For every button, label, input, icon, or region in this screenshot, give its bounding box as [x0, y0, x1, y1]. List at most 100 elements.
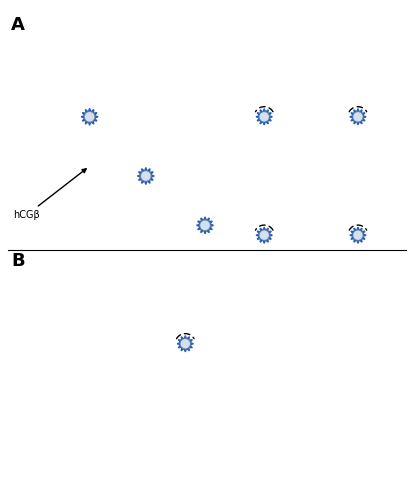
Polygon shape [93, 118, 97, 121]
Circle shape [141, 172, 150, 180]
Text: A: A [11, 16, 25, 34]
Polygon shape [209, 224, 213, 227]
Polygon shape [177, 342, 180, 345]
Circle shape [181, 340, 189, 347]
Polygon shape [141, 168, 145, 173]
Circle shape [84, 112, 95, 122]
Polygon shape [358, 120, 361, 124]
Polygon shape [138, 177, 142, 180]
Polygon shape [350, 112, 354, 116]
Polygon shape [141, 179, 145, 184]
Polygon shape [360, 112, 364, 116]
Polygon shape [264, 120, 268, 124]
Circle shape [352, 230, 362, 240]
Circle shape [259, 230, 268, 240]
Polygon shape [264, 228, 268, 232]
Polygon shape [356, 108, 358, 112]
Polygon shape [256, 234, 259, 236]
Polygon shape [259, 110, 263, 114]
Polygon shape [186, 346, 189, 351]
Polygon shape [360, 118, 364, 121]
Polygon shape [205, 218, 209, 222]
Polygon shape [350, 236, 354, 240]
Polygon shape [205, 228, 209, 232]
Polygon shape [149, 172, 153, 175]
Polygon shape [200, 228, 204, 232]
Circle shape [259, 112, 268, 122]
Polygon shape [82, 112, 86, 116]
Polygon shape [256, 118, 261, 121]
Text: B: B [11, 252, 24, 270]
Polygon shape [268, 116, 272, 118]
Circle shape [180, 339, 190, 348]
Polygon shape [361, 234, 365, 236]
Polygon shape [266, 118, 271, 121]
Polygon shape [349, 116, 353, 118]
Polygon shape [188, 340, 192, 343]
Polygon shape [90, 110, 94, 114]
Polygon shape [259, 238, 263, 242]
Polygon shape [183, 348, 186, 352]
Circle shape [352, 112, 362, 122]
Polygon shape [82, 118, 86, 121]
Polygon shape [353, 228, 356, 232]
Polygon shape [183, 336, 186, 340]
Circle shape [353, 232, 361, 239]
Polygon shape [150, 174, 154, 178]
Polygon shape [144, 180, 147, 184]
Polygon shape [358, 110, 361, 114]
Polygon shape [349, 234, 353, 236]
Circle shape [85, 112, 93, 121]
Circle shape [140, 171, 151, 181]
Polygon shape [137, 174, 141, 178]
Polygon shape [186, 336, 189, 341]
Circle shape [199, 220, 210, 230]
Polygon shape [88, 121, 91, 126]
Polygon shape [196, 224, 200, 227]
Polygon shape [353, 120, 356, 124]
Polygon shape [259, 228, 263, 232]
Polygon shape [90, 120, 94, 124]
Polygon shape [353, 110, 356, 114]
Polygon shape [94, 116, 98, 118]
Polygon shape [178, 340, 182, 343]
Polygon shape [188, 344, 192, 348]
Polygon shape [189, 342, 193, 345]
Polygon shape [264, 110, 268, 114]
Polygon shape [361, 116, 365, 118]
Polygon shape [353, 238, 356, 242]
Polygon shape [208, 221, 212, 224]
Circle shape [260, 232, 268, 239]
Polygon shape [262, 227, 265, 231]
Circle shape [200, 221, 209, 230]
Polygon shape [203, 217, 206, 221]
Polygon shape [356, 240, 358, 244]
Circle shape [260, 113, 268, 121]
Polygon shape [268, 234, 272, 236]
Polygon shape [356, 227, 358, 231]
Polygon shape [197, 221, 202, 224]
Polygon shape [147, 179, 150, 184]
Polygon shape [144, 168, 147, 172]
Polygon shape [350, 231, 354, 234]
Text: Anti-hCGβ: Anti-hCGβ [0, 499, 1, 500]
Polygon shape [88, 108, 91, 112]
Polygon shape [262, 121, 265, 125]
Polygon shape [197, 226, 202, 230]
Polygon shape [266, 231, 271, 234]
Polygon shape [360, 231, 364, 234]
Polygon shape [208, 226, 212, 230]
Polygon shape [93, 112, 97, 116]
Text: hCGβ: hCGβ [13, 169, 86, 220]
Polygon shape [147, 168, 150, 173]
Polygon shape [350, 118, 354, 121]
Polygon shape [266, 112, 271, 116]
Polygon shape [181, 346, 184, 351]
Polygon shape [358, 228, 361, 232]
Polygon shape [256, 236, 261, 240]
Polygon shape [81, 116, 85, 118]
Polygon shape [264, 238, 268, 242]
Polygon shape [200, 218, 204, 222]
Polygon shape [256, 231, 261, 234]
Polygon shape [266, 236, 271, 240]
